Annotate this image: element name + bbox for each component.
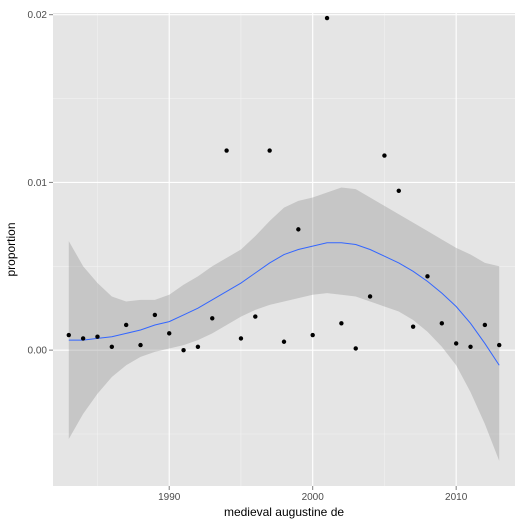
x-tick-label: 2010 (445, 492, 468, 503)
data-point (253, 314, 258, 319)
data-point (167, 331, 172, 336)
data-point (410, 324, 416, 329)
data-point (468, 344, 473, 349)
data-point (267, 148, 272, 153)
x-axis-title: medieval augustine de (224, 505, 344, 519)
plot-panel (53, 13, 515, 486)
data-point (367, 294, 373, 299)
data-point (123, 322, 129, 328)
data-point (425, 274, 430, 279)
data-point (195, 344, 201, 349)
data-point (80, 336, 86, 341)
data-point (339, 321, 344, 326)
data-point (482, 322, 488, 328)
grid (53, 13, 515, 486)
points-group (66, 15, 502, 353)
data-point (138, 342, 143, 348)
data-point (224, 148, 229, 153)
data-point (95, 334, 100, 339)
data-point (152, 312, 158, 318)
smooth-line (68, 242, 500, 366)
data-point (210, 316, 215, 321)
data-point (382, 153, 387, 158)
y-tick-label: 0.02 (28, 10, 48, 21)
x-tick-label: 1990 (158, 492, 181, 503)
x-axis-ticks: 1990 2000 2010 (158, 486, 468, 503)
confidence-band (68, 187, 500, 461)
data-point (66, 332, 71, 338)
data-point (181, 347, 186, 353)
data-point (439, 321, 445, 326)
data-point (296, 227, 301, 232)
data-point (497, 342, 502, 348)
x-tick-label: 2000 (302, 492, 325, 503)
confidence-ribbon (68, 187, 500, 461)
data-point (238, 336, 244, 341)
y-axis-ticks: 0.00 0.01 0.02 (28, 10, 53, 357)
data-point (396, 188, 401, 193)
y-axis-title: proportion (4, 222, 18, 276)
y-tick-label: 0.01 (28, 178, 48, 189)
data-point (324, 15, 330, 21)
data-point (281, 339, 287, 344)
data-point (310, 332, 315, 338)
data-point (453, 341, 459, 346)
y-tick-label: 0.00 (28, 346, 48, 357)
smooth-line-group (68, 242, 500, 366)
data-point (353, 346, 358, 351)
data-point (109, 344, 115, 349)
